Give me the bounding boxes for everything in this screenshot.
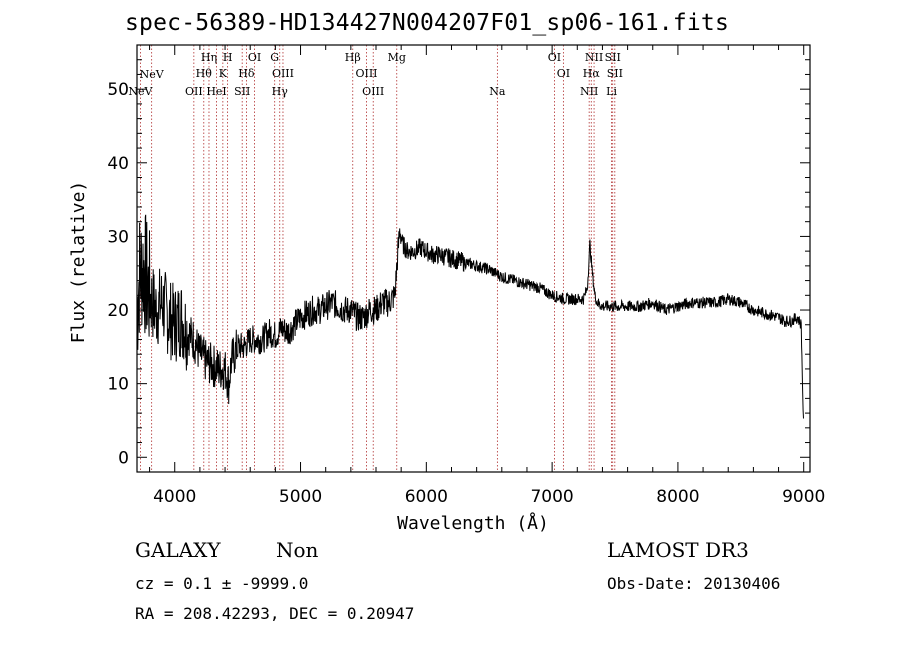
- x-axis-label: Wavelength (Å): [397, 512, 549, 534]
- spectral-line-label: H: [223, 51, 233, 64]
- spectral-line-label: OIII: [362, 85, 384, 98]
- x-tick-label: 4000: [153, 487, 196, 507]
- spectral-line-label: OIII: [355, 67, 377, 80]
- y-tick-label: 20: [107, 301, 129, 321]
- spectrum-series: [136, 214, 804, 419]
- y-tick-label: 50: [107, 80, 129, 100]
- object-class: GALAXY: [135, 538, 221, 562]
- spectral-line-label: HeI: [206, 85, 226, 98]
- spectral-line-label: OI: [248, 51, 261, 64]
- spectral-line-label: Hβ: [345, 51, 361, 64]
- y-tick-label: 40: [107, 154, 129, 174]
- x-tick-label: 9000: [782, 487, 825, 507]
- spectral-line-label: Hδ: [238, 67, 255, 80]
- chart-title: spec-56389-HD134427N004207F01_sp06-161.f…: [125, 10, 730, 36]
- y-tick-label: 30: [107, 227, 129, 247]
- spectral-line-label: Hα: [583, 67, 601, 80]
- spectral-line-label: SII: [234, 85, 250, 98]
- axis-ticks: 4000 5000 6000 7000 8000 9000 0 10 20 30 40 50: [107, 45, 825, 507]
- x-tick-label: 7000: [530, 487, 573, 507]
- spectral-line-label: Hγ: [272, 85, 289, 98]
- spectral-line-label: NeV: [140, 68, 165, 81]
- spectral-line-label: NII: [585, 51, 603, 64]
- x-tick-label: 8000: [656, 487, 699, 507]
- spectral-line-label: Hθ: [196, 67, 213, 80]
- spectral-line-label: OI: [557, 67, 570, 80]
- spectral-line-label: SII: [607, 67, 623, 80]
- spectral-line-label: K: [219, 67, 228, 80]
- spectral-line-label: OII: [185, 85, 203, 98]
- spectral-line-label: NII: [580, 85, 598, 98]
- y-tick-label: 10: [107, 375, 129, 395]
- obs-date: Obs-Date: 20130406: [607, 574, 781, 593]
- spectral-line-label: G: [270, 51, 279, 64]
- spectral-line-label: Hη: [201, 51, 217, 64]
- spectrum-line: [136, 214, 804, 419]
- spectral-line-label: OI: [548, 51, 561, 64]
- line-labels: NeV NeV OII OI Hη Hθ HK HeI Hδ SII G OIII Hγ Hβ Mg OIII…: [128, 51, 623, 98]
- x-tick-label: 6000: [405, 487, 448, 507]
- spectral-line-label: Na: [489, 85, 506, 98]
- spectral-line-label: NeV: [128, 85, 153, 98]
- x-tick-label: 5000: [279, 487, 322, 507]
- spectral-line-markers: [140, 45, 616, 472]
- spectral-line-label: Mg: [388, 51, 406, 64]
- survey-name: LAMOST DR3: [607, 538, 749, 562]
- y-tick-label: 0: [118, 448, 129, 468]
- spectral-line-label: OIII: [272, 67, 294, 80]
- ra-dec: RA = 208.42293, DEC = 0.20947: [135, 604, 415, 623]
- y-axis-label: Flux (relative): [68, 181, 89, 344]
- object-subclass: Non: [276, 538, 319, 562]
- redshift-cz: cz = 0.1 ± -9999.0: [135, 574, 309, 593]
- spectral-line-label: Li: [606, 85, 617, 98]
- plot-frame: [136, 44, 811, 473]
- spectral-line-label: SII: [605, 51, 621, 64]
